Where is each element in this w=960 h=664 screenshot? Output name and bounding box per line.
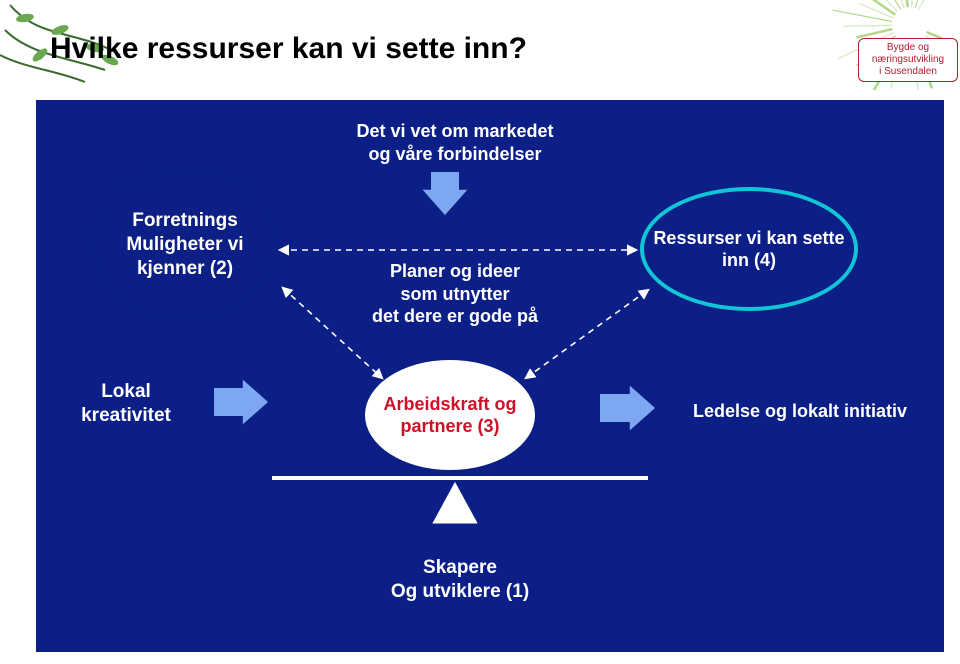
label-skapere: Skapere Og utviklere (1) bbox=[350, 556, 570, 604]
ellipse-forretnings-label: Forretnings Muligheter vi kjenner (2) bbox=[95, 209, 275, 280]
label-plans: Planer og ideer som utnytter det dere er… bbox=[330, 260, 580, 328]
label-lokal: Lokal kreativitet bbox=[56, 380, 196, 428]
ellipse-ressurser: Ressurser vi kan sette inn (4) bbox=[640, 187, 858, 311]
ellipse-ressurser-label: Ressurser vi kan sette inn (4) bbox=[644, 227, 854, 272]
slide: Hvilke ressurser kan vi sette inn? Bygde… bbox=[0, 0, 960, 664]
ellipse-forretnings: Forretnings Muligheter vi kjenner (2) bbox=[95, 170, 275, 320]
ellipse-arbeidskraft-label: Arbeidskraft og partnere (3) bbox=[365, 393, 535, 438]
ellipse-arbeidskraft: Arbeidskraft og partnere (3) bbox=[365, 360, 535, 470]
label-market: Det vi vet om markedet og våre forbindel… bbox=[320, 120, 590, 165]
label-ledelse: Ledelse og lokalt initiativ bbox=[670, 400, 930, 423]
